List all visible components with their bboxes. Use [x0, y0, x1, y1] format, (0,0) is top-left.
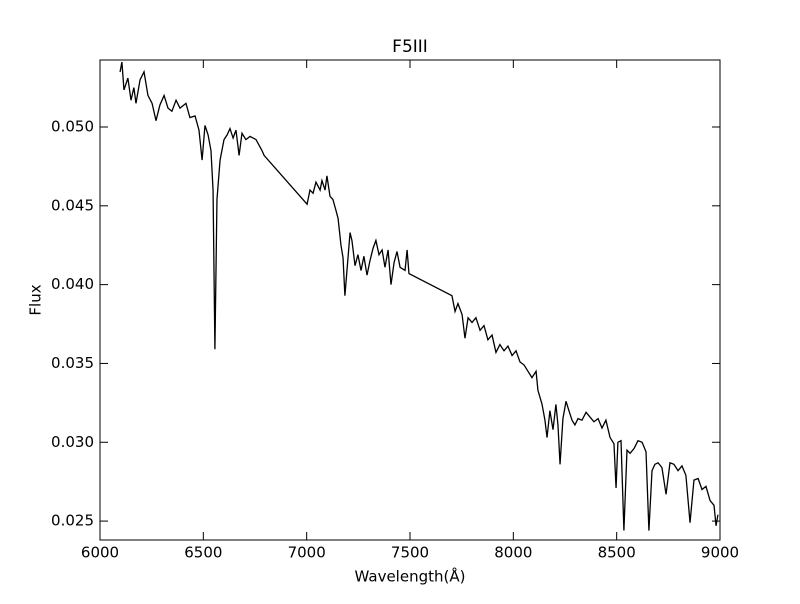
- x-tick-label: 6500: [184, 544, 222, 562]
- x-tick-label: 6000: [81, 544, 119, 562]
- chart-title: F5III: [392, 37, 428, 57]
- y-tick-label: 0.025: [51, 512, 94, 530]
- y-tick-label: 0.035: [51, 354, 94, 372]
- x-tick-label: 7500: [391, 544, 429, 562]
- y-tick-label: 0.050: [51, 117, 94, 135]
- plot-area: [119, 61, 719, 531]
- x-tick-label: 8500: [598, 544, 636, 562]
- x-tick-label: 8000: [494, 544, 532, 562]
- y-tick-label: 0.045: [51, 196, 94, 214]
- y-axis-label: Flux: [27, 284, 45, 315]
- x-tick-label: 9000: [701, 544, 739, 562]
- x-axis-label: Wavelength(Å): [355, 567, 466, 586]
- x-tick-label: 7000: [288, 544, 326, 562]
- y-tick-label: 0.040: [51, 275, 94, 293]
- y-tick-label: 0.030: [51, 433, 94, 451]
- spectrum-line: [119, 61, 719, 531]
